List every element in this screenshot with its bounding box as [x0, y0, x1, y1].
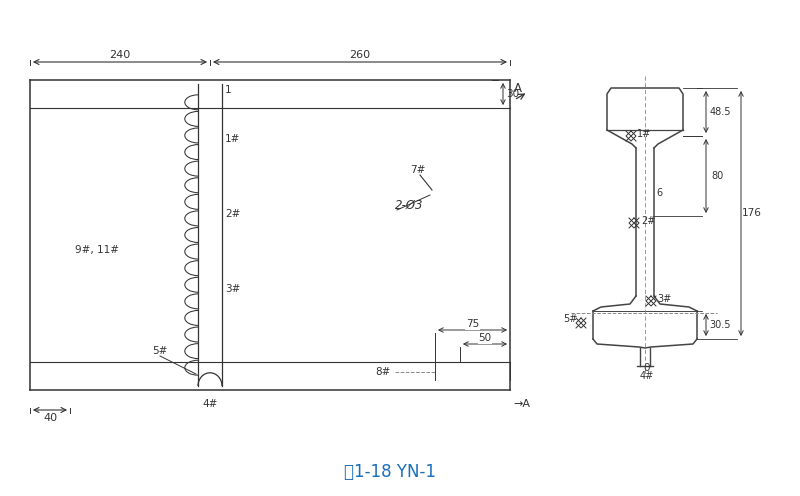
Text: 8#: 8# — [375, 367, 390, 377]
Text: 48.5: 48.5 — [710, 107, 730, 117]
Text: 40: 40 — [43, 413, 57, 423]
Text: 240: 240 — [110, 50, 130, 60]
Text: 6: 6 — [656, 188, 662, 198]
Text: θ: θ — [643, 363, 650, 373]
Text: 4#: 4# — [202, 399, 218, 409]
Text: 2-Ø3: 2-Ø3 — [395, 198, 423, 211]
Text: 75: 75 — [466, 319, 479, 329]
Text: 4#: 4# — [640, 371, 654, 381]
Text: 3#: 3# — [657, 294, 671, 304]
Text: 7#: 7# — [410, 165, 426, 175]
Text: 图1-18 YN-1: 图1-18 YN-1 — [344, 463, 436, 481]
Text: 260: 260 — [350, 50, 370, 60]
Text: 2#: 2# — [641, 216, 655, 226]
Text: 30: 30 — [506, 89, 519, 99]
Text: A: A — [514, 82, 522, 96]
Text: 176: 176 — [742, 208, 762, 219]
Text: 2#: 2# — [225, 209, 240, 219]
Text: 50: 50 — [478, 333, 491, 343]
Text: 30.5: 30.5 — [710, 320, 730, 330]
Text: 1: 1 — [225, 85, 232, 95]
Text: 80: 80 — [712, 171, 724, 181]
Text: 9#, 11#: 9#, 11# — [75, 245, 119, 255]
Text: →A: →A — [513, 399, 530, 409]
Text: 5#: 5# — [563, 314, 578, 324]
Text: 1#: 1# — [637, 129, 651, 139]
Text: 5#: 5# — [152, 346, 167, 356]
Text: 1#: 1# — [225, 134, 240, 144]
Text: 3#: 3# — [225, 284, 240, 294]
